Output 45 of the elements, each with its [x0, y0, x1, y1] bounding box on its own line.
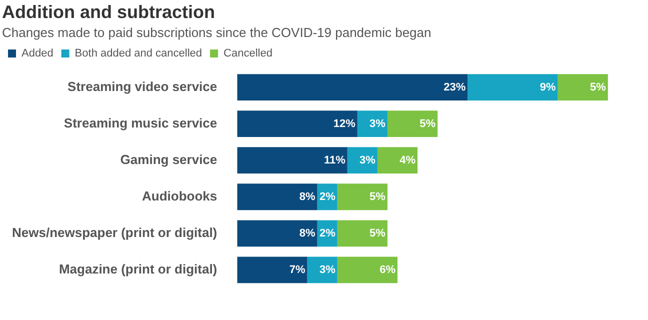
- bar: [237, 220, 318, 247]
- y-tick-label: Audiobooks: [142, 188, 218, 204]
- data-label: 7%: [289, 264, 306, 276]
- data-label: 5%: [370, 190, 386, 203]
- data-label: 5%: [370, 227, 386, 240]
- bar: [357, 110, 388, 137]
- y-tick-label: Gaming service: [120, 152, 218, 167]
- bar: [237, 147, 348, 174]
- bar: [237, 110, 358, 137]
- data-label: 5%: [590, 81, 606, 94]
- data-label: 2%: [319, 227, 336, 240]
- data-label: 8%: [299, 190, 316, 203]
- bar: [237, 184, 318, 210]
- bar: [558, 74, 608, 100]
- bar: [237, 74, 468, 100]
- data-label: 23%: [444, 81, 466, 94]
- chart-subtitle: Changes made to paid subscriptions since the COVID-19 pandemic began: [2, 25, 432, 40]
- data-label: 3%: [319, 264, 336, 276]
- legend-label: Cancelled: [224, 48, 272, 60]
- bar: [337, 220, 388, 247]
- y-tick-label: Streaming video service: [68, 78, 218, 94]
- data-label: 3%: [360, 154, 376, 166]
- bar: [377, 147, 418, 174]
- data-label: 8%: [299, 227, 316, 240]
- bar: [307, 256, 338, 284]
- y-tick-label: News/newspaper (print or digital): [12, 224, 218, 240]
- data-label: 4%: [400, 154, 416, 166]
- bar: [337, 256, 398, 284]
- bar: [347, 147, 378, 174]
- data-label: 12%: [333, 118, 356, 130]
- data-label: 2%: [319, 190, 336, 203]
- data-label: 6%: [380, 264, 396, 276]
- data-label: 3%: [370, 118, 386, 130]
- y-tick-label: Magazine (print or digital): [58, 262, 218, 277]
- data-label: 9%: [540, 81, 556, 94]
- chart-title: Addition and subtraction: [2, 2, 216, 23]
- bar: [387, 110, 438, 137]
- bar: [468, 74, 558, 100]
- bar: [337, 184, 388, 210]
- legend-label: Added: [22, 48, 54, 60]
- y-tick-label: Streaming music service: [64, 115, 218, 130]
- legend-label: Both added and cancelled: [74, 48, 202, 60]
- data-label: 11%: [324, 154, 346, 166]
- data-label: 5%: [420, 118, 436, 130]
- bar: [237, 256, 308, 284]
